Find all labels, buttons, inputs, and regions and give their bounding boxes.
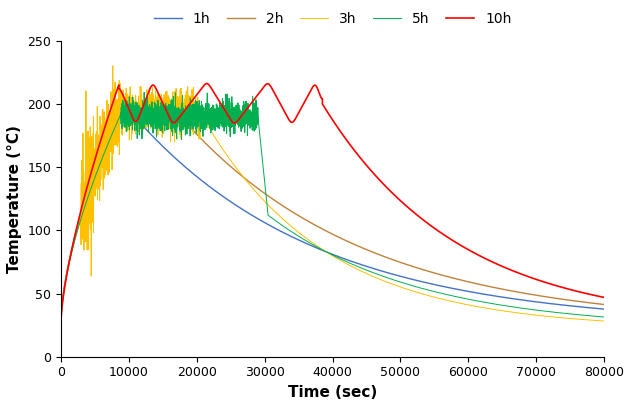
1h [99, 150, 107, 155]
1h [122, 108, 130, 113]
3h [562, 316, 569, 321]
10h [421, 219, 428, 224]
5h [237, 109, 244, 114]
3h [600, 319, 608, 324]
10h [191, 94, 199, 99]
3h [314, 244, 322, 249]
3h [149, 85, 156, 90]
3h [109, 63, 117, 68]
X-axis label: Time (sec): Time (sec) [288, 385, 377, 400]
5h [600, 315, 608, 319]
2h [600, 302, 608, 307]
3h [57, 316, 65, 321]
10h [127, 112, 135, 116]
1h [117, 112, 125, 117]
1h [98, 153, 106, 158]
2h [65, 260, 73, 265]
5h [307, 241, 315, 246]
Line: 3h: 3h [61, 66, 604, 321]
5h [140, 90, 148, 95]
2h [570, 298, 577, 303]
10h [204, 82, 212, 87]
Line: 1h: 1h [61, 111, 604, 319]
10h [57, 316, 65, 321]
5h [276, 222, 284, 227]
2h [69, 241, 77, 245]
2h [417, 267, 425, 271]
10h [573, 289, 581, 294]
3h [68, 252, 75, 257]
Line: 10h: 10h [61, 83, 604, 319]
Y-axis label: Temperature (°C): Temperature (°C) [7, 125, 22, 273]
2h [142, 97, 150, 102]
1h [162, 147, 170, 152]
3h [561, 315, 569, 320]
Legend: 1h, 2h, 3h, 5h, 10h: 1h, 2h, 3h, 5h, 10h [148, 7, 517, 32]
2h [98, 151, 105, 156]
10h [203, 81, 211, 86]
1h [57, 316, 65, 321]
3h [154, 133, 162, 138]
Line: 2h: 2h [61, 99, 604, 319]
Line: 5h: 5h [61, 92, 604, 319]
5h [133, 126, 141, 131]
2h [144, 102, 151, 107]
10h [600, 295, 608, 300]
2h [57, 316, 65, 321]
5h [57, 316, 65, 321]
5h [110, 126, 118, 131]
10h [107, 107, 114, 112]
1h [67, 254, 74, 258]
1h [600, 306, 608, 311]
5h [79, 210, 86, 215]
1h [62, 274, 70, 279]
